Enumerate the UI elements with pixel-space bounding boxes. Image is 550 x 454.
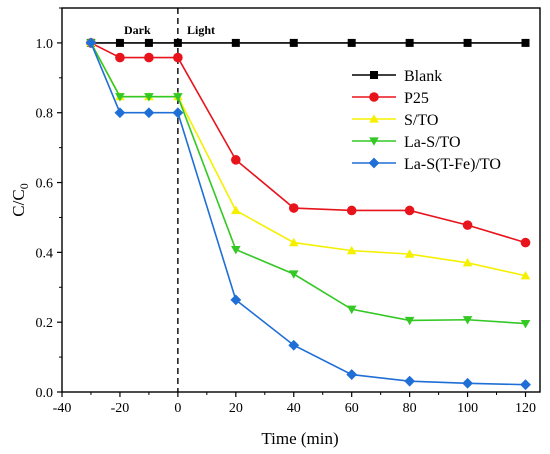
data-point-La-S/TO-3 [173, 93, 183, 102]
legend-swatch-marker [369, 114, 379, 123]
x-tick-label: 80 [403, 401, 417, 416]
plot-frame [61, 7, 541, 393]
data-point-La-S(T-Fe)/TO-8 [462, 377, 473, 389]
legend-swatch-marker [368, 157, 380, 169]
data-point-La-S(T-Fe)/TO-7 [404, 375, 416, 387]
data-point-P25-8 [462, 220, 473, 230]
x-tick-label: 20 [229, 401, 243, 416]
data-point-Blank-3 [173, 38, 182, 47]
series-line-La-S(T-Fe)/TO [90, 42, 526, 386]
data-point-S/TO-5 [288, 237, 299, 247]
data-point-La-S/TO-8 [462, 316, 473, 325]
x-tick-label: 0 [174, 401, 181, 416]
legend-label: La-S/TO [404, 134, 461, 151]
data-point-S/TO-8 [462, 258, 473, 267]
data-point-P25-3 [173, 52, 183, 63]
legend-swatch-marker [370, 71, 378, 79]
series-La-S/TO [86, 39, 531, 329]
data-point-La-S/TO-1 [115, 93, 125, 102]
data-point-La-S/TO-7 [404, 316, 415, 326]
data-point-Blank-5 [289, 38, 298, 47]
legend-entry-Blank: Blank [352, 68, 442, 85]
data-point-P25-9 [520, 237, 531, 248]
series-line-La-S/TO [90, 42, 526, 325]
x-tick-label: -20 [111, 401, 130, 416]
data-point-La-S(T-Fe)/TO-0 [85, 37, 97, 49]
data-point-Blank-7 [405, 38, 414, 47]
legend: Blank P25 S/TO La-S/TO La-S(T-Fe)/TO [352, 68, 501, 173]
data-point-S/TO-7 [404, 249, 415, 258]
legend-label: Blank [404, 68, 442, 85]
data-point-Blank-8 [463, 38, 472, 47]
y-axis-title-subscript: 0 [17, 183, 31, 189]
y-axis-title-main: C/C [9, 189, 28, 216]
y-tick-label: 0.4 [36, 246, 54, 261]
x-tick-label: 60 [345, 401, 359, 416]
data-point-Blank-9 [521, 38, 530, 47]
series-La-S(T-Fe)/TO [85, 37, 531, 391]
data-point-Blank-1 [115, 38, 124, 47]
y-tick-label: 0.8 [36, 107, 54, 122]
y-tick-label: 0.6 [36, 177, 54, 192]
data-point-S/TO-9 [520, 270, 531, 280]
series-P25 [86, 38, 531, 248]
data-point-La-S/TO-6 [346, 305, 357, 315]
legend-entry-P25: P25 [352, 90, 429, 107]
data-point-P25-5 [288, 203, 299, 213]
data-point-La-S(T-Fe)/TO-5 [288, 339, 300, 351]
legend-swatch-marker [369, 137, 379, 146]
legend-swatch-marker [369, 92, 379, 102]
y-tick-label: 1.0 [36, 37, 54, 52]
plot-content [85, 8, 531, 392]
y-tick-label: 0.0 [36, 386, 54, 401]
data-point-La-S(T-Fe)/TO-1 [114, 107, 126, 119]
x-tick-label: -40 [53, 401, 72, 416]
y-tick-label: 0.2 [36, 316, 54, 331]
legend-entry-S/TO: S/TO [352, 112, 438, 129]
legend-label: P25 [404, 90, 429, 107]
data-point-Blank-4 [231, 38, 240, 47]
series-Blank [86, 38, 530, 47]
light-label: Light [187, 23, 215, 37]
legend-entry-La-S/TO: La-S/TO [352, 134, 461, 151]
axes: -40 -20 0 20 40 60 80 100 120 0.0 0.2 0.4 0.6 0.8 1.0 [36, 7, 536, 416]
y-axis-title: C/C0 [9, 183, 31, 216]
data-point-Blank-2 [144, 38, 153, 47]
data-point-S/TO-4 [231, 205, 241, 215]
data-point-La-S(T-Fe)/TO-2 [143, 107, 155, 119]
legend-label: S/TO [404, 112, 438, 129]
x-tick-label: 40 [287, 401, 301, 416]
data-point-La-S/TO-4 [231, 245, 241, 255]
data-point-La-S(T-Fe)/TO-9 [520, 379, 531, 391]
data-point-P25-2 [144, 52, 154, 63]
data-point-La-S/TO-9 [520, 319, 531, 329]
data-point-La-S(T-Fe)/TO-4 [230, 294, 242, 306]
dark-label: Dark [124, 23, 151, 37]
data-point-P25-4 [231, 155, 241, 165]
data-point-S/TO-6 [346, 245, 357, 255]
data-point-La-S(T-Fe)/TO-6 [346, 369, 358, 380]
data-point-P25-6 [346, 205, 357, 216]
data-point-La-S(T-Fe)/TO-3 [172, 107, 184, 119]
x-tick-label: 100 [457, 401, 478, 416]
x-axis-title: Time (min) [261, 429, 338, 448]
data-point-La-S/TO-5 [288, 270, 299, 279]
data-point-La-S/TO-2 [144, 93, 154, 102]
legend-label: La-S(T-Fe)/TO [404, 156, 501, 173]
series-line-P25 [90, 42, 526, 244]
data-point-P25-7 [404, 205, 415, 216]
legend-entry-La-S(T-Fe)/TO: La-S(T-Fe)/TO [352, 156, 501, 173]
data-point-Blank-6 [347, 38, 356, 47]
data-point-P25-1 [115, 52, 125, 63]
x-tick-label: 120 [515, 401, 536, 416]
